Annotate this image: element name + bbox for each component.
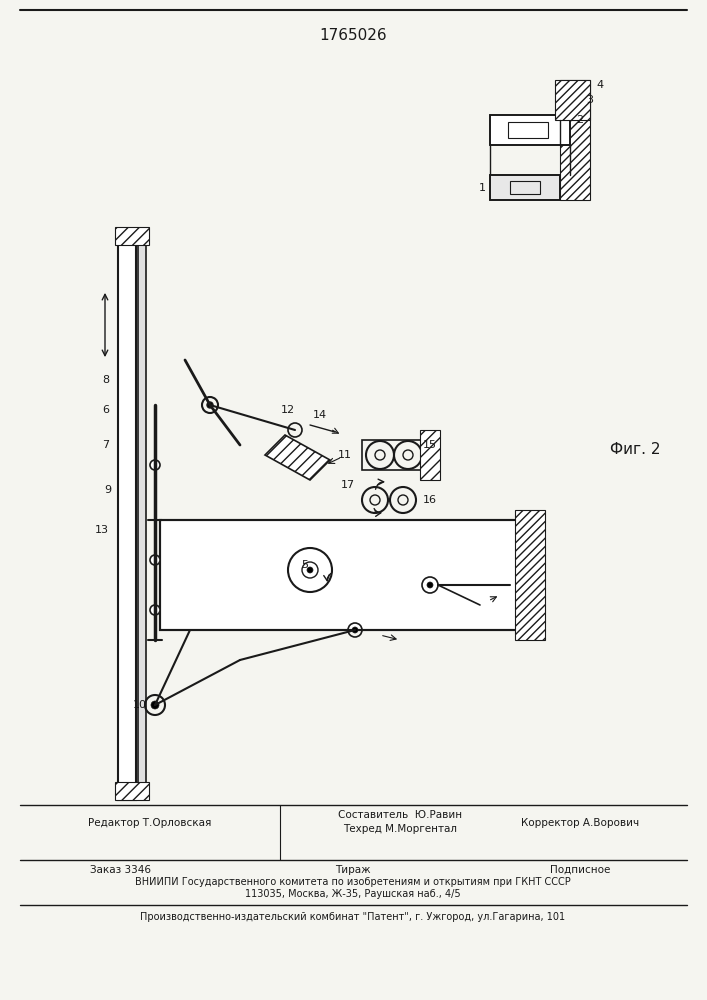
Text: 12: 12 <box>281 405 295 415</box>
Text: 113035, Москва, Ж-35, Раушская наб., 4/5: 113035, Москва, Ж-35, Раушская наб., 4/5 <box>245 889 461 899</box>
Text: 10: 10 <box>133 700 147 710</box>
Bar <box>160 520 520 630</box>
Circle shape <box>151 701 159 709</box>
Bar <box>160 520 520 630</box>
Text: Подписное: Подписное <box>550 865 610 875</box>
Text: 13: 13 <box>95 525 109 535</box>
Text: 17: 17 <box>341 480 355 490</box>
Text: 7: 7 <box>103 440 110 450</box>
Text: Техред М.Моргентал: Техред М.Моргентал <box>343 824 457 834</box>
Text: 8: 8 <box>103 375 110 385</box>
Text: 14: 14 <box>313 410 327 420</box>
Bar <box>118 240 136 800</box>
Text: 16: 16 <box>423 495 437 505</box>
Text: 5: 5 <box>301 560 308 570</box>
Text: 1: 1 <box>479 183 486 193</box>
Bar <box>362 440 424 470</box>
Circle shape <box>150 605 160 615</box>
Bar <box>555 80 590 120</box>
Text: Производственно-издательский комбинат "Патент", г. Ужгород, ул.Гагарина, 101: Производственно-издательский комбинат "П… <box>141 912 566 922</box>
Text: Заказ 3346: Заказ 3346 <box>90 865 151 875</box>
Bar <box>515 510 545 640</box>
Text: 1765026: 1765026 <box>319 27 387 42</box>
Text: 11: 11 <box>338 450 352 460</box>
Circle shape <box>307 567 313 573</box>
Circle shape <box>207 402 213 408</box>
Polygon shape <box>265 435 330 480</box>
Circle shape <box>352 627 358 633</box>
Bar <box>490 115 570 145</box>
Text: Тираж: Тираж <box>335 865 370 875</box>
Bar <box>115 227 149 245</box>
Circle shape <box>150 460 160 470</box>
Bar <box>490 175 560 200</box>
Text: Составитель  Ю.Равин: Составитель Ю.Равин <box>338 810 462 820</box>
Text: Корректор А.Ворович: Корректор А.Ворович <box>521 818 639 828</box>
Bar <box>560 80 590 200</box>
Bar <box>510 181 540 194</box>
Text: 3: 3 <box>587 95 593 105</box>
Text: Редактор Т.Орловская: Редактор Т.Орловская <box>88 818 211 828</box>
Text: 15: 15 <box>423 440 437 450</box>
Text: Фиг. 2: Фиг. 2 <box>610 442 660 458</box>
Text: ВНИИПИ Государственного комитета по изобретениям и открытиям при ГКНТ СССР: ВНИИПИ Государственного комитета по изоб… <box>135 877 571 887</box>
Text: 6: 6 <box>103 405 110 415</box>
Bar <box>138 240 146 800</box>
Circle shape <box>150 555 160 565</box>
Bar <box>490 115 570 145</box>
Bar <box>420 430 440 480</box>
Text: 9: 9 <box>105 485 112 495</box>
Bar <box>490 175 560 200</box>
Bar <box>508 122 548 138</box>
Text: 4: 4 <box>597 80 604 90</box>
Circle shape <box>427 582 433 588</box>
Bar <box>115 782 149 800</box>
Text: 2: 2 <box>576 115 583 125</box>
